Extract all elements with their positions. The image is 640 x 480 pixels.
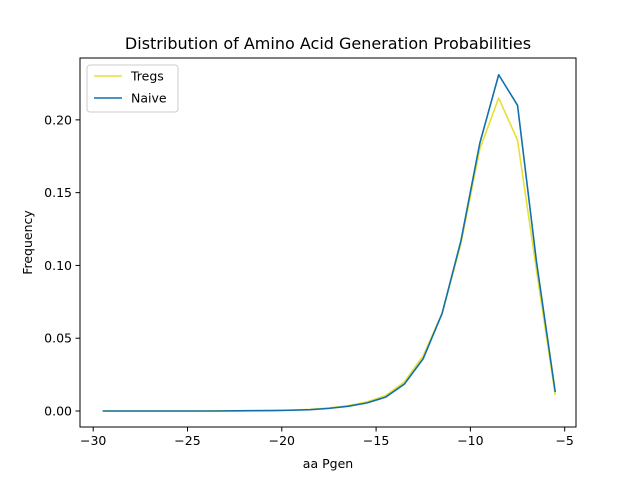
x-axis: −30 −25 −20 −15 −10 −5 — [80, 427, 574, 448]
plot-area — [102, 73, 557, 412]
x-tick-label: −5 — [555, 433, 573, 448]
y-tick-label: 0.15 — [44, 185, 72, 200]
x-axis-label: aa Pgen — [303, 456, 353, 471]
y-tick-label: 0.05 — [44, 331, 72, 346]
plot-frame — [79, 57, 577, 428]
y-tick-label: 0.00 — [44, 403, 72, 418]
y-axis: 0.00 0.05 0.10 0.15 0.20 — [44, 112, 80, 418]
legend-label-tregs: Tregs — [130, 69, 164, 84]
x-tick-label: −15 — [363, 433, 389, 448]
x-tick-label: −25 — [174, 433, 200, 448]
chart-title: Distribution of Amino Acid Generation Pr… — [125, 34, 531, 53]
legend-label-naive: Naive — [131, 91, 167, 106]
y-tick-label: 0.20 — [44, 112, 72, 127]
x-tick-label: −20 — [269, 433, 295, 448]
x-tick-label: −10 — [457, 433, 483, 448]
y-tick-label: 0.10 — [44, 258, 72, 273]
series-line-naive — [102, 73, 557, 412]
x-tick-label: −30 — [80, 433, 106, 448]
y-axis-label: Frequency — [20, 210, 35, 275]
legend: Tregs Naive — [86, 64, 179, 113]
